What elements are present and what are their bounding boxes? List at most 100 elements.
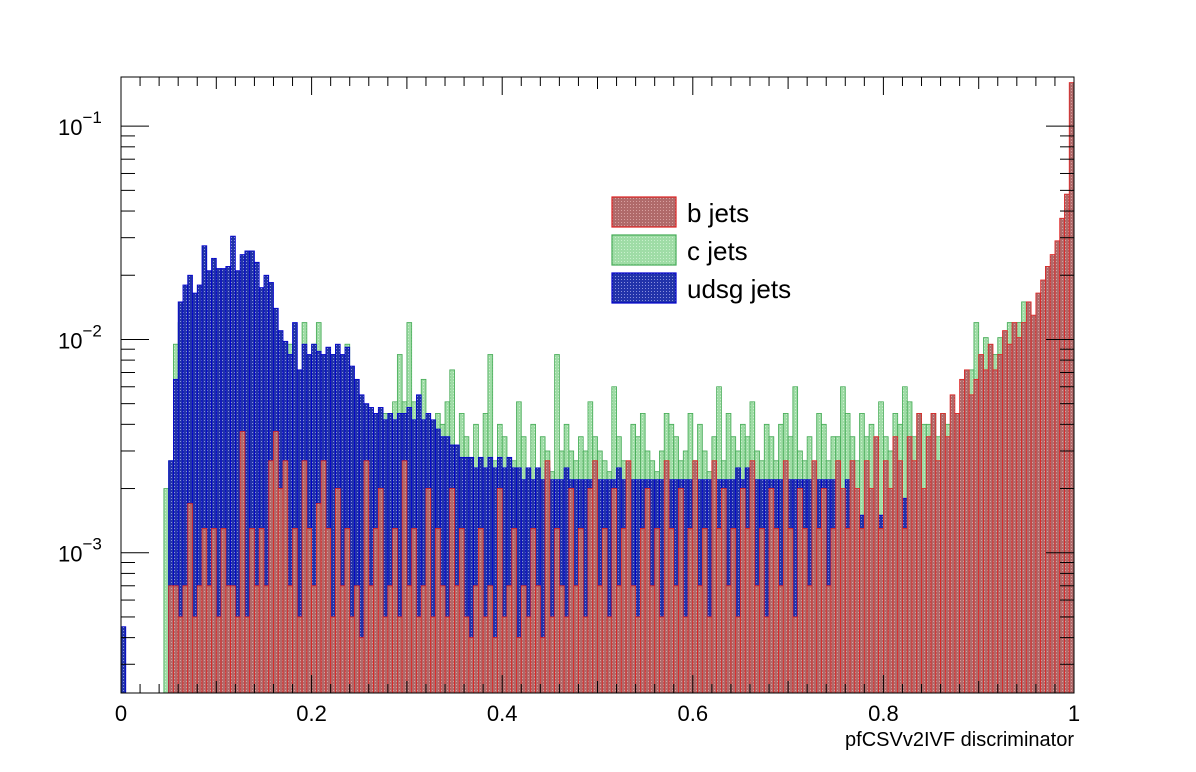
bar-b-jets (711, 460, 718, 693)
bar-b-jets (778, 585, 784, 693)
bar-b-jets (239, 431, 246, 693)
bar-b-jets (244, 616, 251, 693)
bar-b-jets (1006, 343, 1013, 693)
bar-b-jets (439, 585, 446, 693)
y-tick-label: 10−1 (58, 108, 102, 140)
bar-b-jets (787, 528, 794, 693)
plot-area (121, 82, 1074, 693)
legend-swatch-b-jets (611, 196, 677, 228)
bar-b-jets (935, 460, 941, 693)
bar-b-jets (249, 528, 255, 693)
x-tick-label: 0 (115, 701, 127, 726)
bar-b-jets (835, 460, 841, 693)
bar-b-jets (625, 460, 632, 693)
bar-b-jets (668, 528, 675, 693)
bar-b-jets (1021, 322, 1027, 693)
bar-b-jets (325, 528, 332, 693)
bar-b-jets (735, 616, 741, 693)
bar-b-jets (449, 488, 455, 693)
bar-b-jets (930, 413, 937, 693)
bar-b-jets (821, 488, 827, 693)
bar-b-jets (430, 616, 436, 693)
bar-b-jets (530, 528, 536, 693)
bar-b-jets (954, 413, 961, 693)
bar-b-jets (1064, 193, 1070, 693)
bar-b-jets (1011, 322, 1018, 693)
bar-b-jets (339, 585, 346, 693)
bar-b-jets (220, 528, 227, 693)
bar-b-jets (635, 616, 641, 693)
bar-b-jets (587, 488, 594, 693)
bar-b-jets (744, 528, 751, 693)
bar-b-jets (944, 436, 951, 693)
bar-b-jets (749, 460, 756, 693)
bar-b-jets (215, 616, 222, 693)
bar-b-jets (349, 616, 355, 693)
bar-b-jets (1054, 240, 1061, 693)
bar-b-jets (473, 585, 479, 693)
bar-b-jets (1049, 254, 1056, 693)
bar-b-jets (706, 616, 713, 693)
bar-b-jets (173, 585, 179, 693)
bar-b-jets (292, 528, 298, 693)
bar-b-jets (192, 616, 198, 693)
bar-b-jets (906, 436, 913, 693)
x-tick-label: 0.2 (296, 701, 327, 726)
bar-b-jets (644, 488, 651, 693)
bar-b-jets (401, 460, 408, 693)
bar-b-jets (573, 585, 579, 693)
bar-b-jets (368, 585, 374, 693)
bar-b-jets (1059, 217, 1065, 693)
bar-b-jets (301, 460, 308, 693)
bar-b-jets (273, 431, 279, 693)
y-tick-label: 10−2 (58, 321, 102, 353)
bar-b-jets (568, 488, 575, 693)
bar-b-jets (716, 528, 722, 693)
bar-b-jets (263, 585, 270, 693)
bar-b-jets (444, 616, 451, 693)
y-tick-label: 10−3 (58, 535, 102, 567)
bar-b-jets (554, 528, 560, 693)
bar-b-jets (377, 488, 384, 693)
bar-b-jets (892, 436, 899, 693)
bar-b-jets (678, 488, 684, 693)
bar-b-jets (201, 528, 208, 693)
bar-b-jets (878, 528, 884, 693)
x-tick-label: 0.8 (868, 701, 899, 726)
bar-b-jets (973, 378, 980, 693)
bar-b-jets (768, 488, 775, 693)
bar-b-jets (968, 394, 975, 693)
bar-b-jets (497, 488, 503, 693)
bar-b-jets (563, 616, 570, 693)
bar-b-jets (754, 585, 760, 693)
bar-b-jets (816, 528, 822, 693)
bar-b-jets (225, 585, 231, 693)
legend-label-b-jets: b jets (687, 198, 749, 228)
bar-b-jets (506, 585, 513, 693)
legend-swatch-udsg-jets (611, 272, 677, 304)
bar-b-jets (663, 460, 670, 693)
bar-b-jets (254, 585, 260, 693)
bar-b-jets (1016, 337, 1022, 693)
bar-b-jets (287, 585, 293, 693)
bar-b-jets (987, 343, 994, 693)
bar-b-jets (687, 528, 694, 693)
bar-b-jets (873, 436, 880, 693)
bar-b-jets (315, 503, 322, 693)
bar-b-jets (196, 585, 203, 693)
bar-b-jets (1025, 301, 1032, 693)
bar-b-jets (811, 460, 818, 693)
bar-b-jets (501, 616, 508, 693)
bar-b-jets (592, 460, 598, 693)
bar-b-jets (1030, 314, 1037, 693)
bar-b-jets (482, 616, 489, 693)
bar-b-jets (477, 528, 484, 693)
bar-b-jets (649, 585, 656, 693)
bar-b-jets (511, 528, 517, 693)
bar-b-jets (782, 460, 789, 693)
bar-b-jets (282, 460, 289, 693)
bar-b-jets (396, 616, 403, 693)
series-b-jets (168, 82, 1074, 693)
bar-b-jets (606, 616, 613, 693)
bar-b-jets (639, 528, 646, 693)
